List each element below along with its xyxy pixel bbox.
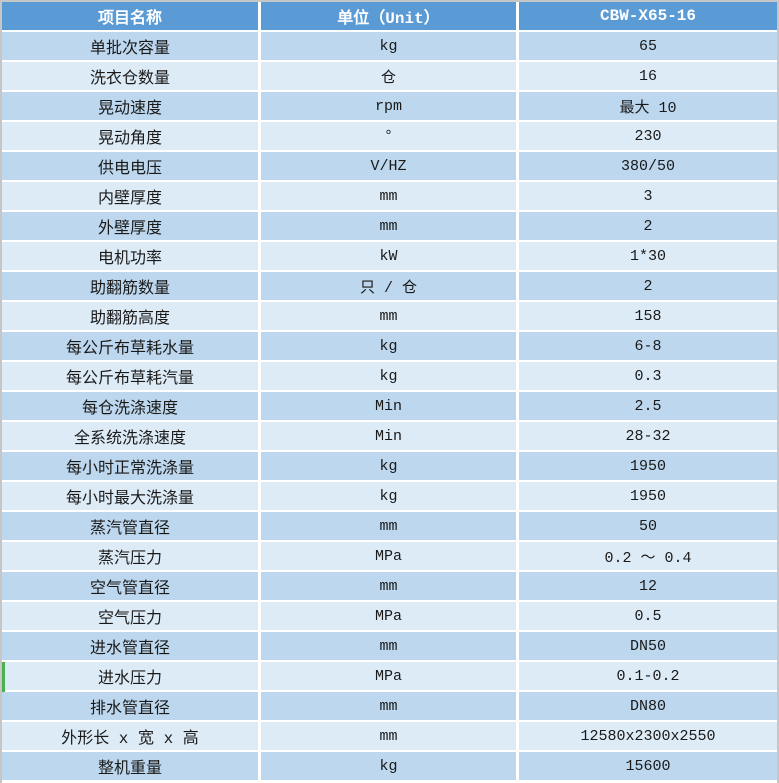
value-cell: 16 xyxy=(519,62,777,92)
value-cell: 380/50 xyxy=(519,152,777,182)
item-name-cell: 供电电压 xyxy=(2,152,261,182)
value-cell: 1*30 xyxy=(519,242,777,272)
value-cell: 0.3 xyxy=(519,362,777,392)
value-cell: 0.2 ～ 0.4 xyxy=(519,542,777,572)
item-name-cell: 单批次容量 xyxy=(2,32,261,62)
item-name-cell: 电机功率 xyxy=(2,242,261,272)
header-cell-unit: 单位（Unit） xyxy=(261,2,519,32)
value-cell: 50 xyxy=(519,512,777,542)
header-cell-model: CBW-X65-16 xyxy=(519,2,777,32)
value-cell: 12 xyxy=(519,572,777,602)
value-cell: 3 xyxy=(519,182,777,212)
item-name-cell: 每小时正常洗涤量 xyxy=(2,452,261,482)
unit-cell: kW xyxy=(261,242,519,272)
item-name-cell: 蒸汽管直径 xyxy=(2,512,261,542)
value-cell: 0.1-0.2 xyxy=(519,662,777,692)
unit-cell: mm xyxy=(261,692,519,722)
item-name-cell: 空气压力 xyxy=(2,602,261,632)
sheet-green-marker xyxy=(2,662,5,692)
unit-cell: kg xyxy=(261,452,519,482)
item-name-cell: 空气管直径 xyxy=(2,572,261,602)
value-cell: DN50 xyxy=(519,632,777,662)
value-cell: 1950 xyxy=(519,452,777,482)
unit-cell: V/HZ xyxy=(261,152,519,182)
item-name-cell: 全系统洗涤速度 xyxy=(2,422,261,452)
value-cell: 2 xyxy=(519,272,777,302)
unit-cell: ° xyxy=(261,122,519,152)
unit-cell: Min xyxy=(261,392,519,422)
unit-cell: Min xyxy=(261,422,519,452)
unit-cell: mm xyxy=(261,212,519,242)
value-cell: 2.5 xyxy=(519,392,777,422)
unit-cell: kg xyxy=(261,32,519,62)
value-cell: 230 xyxy=(519,122,777,152)
unit-cell: mm xyxy=(261,632,519,662)
unit-cell: mm xyxy=(261,722,519,752)
value-cell: 158 xyxy=(519,302,777,332)
unit-cell: rpm xyxy=(261,92,519,122)
value-cell: 最大 10 xyxy=(519,92,777,122)
unit-cell: 只 / 仓 xyxy=(261,272,519,302)
item-name-cell: 进水管直径 xyxy=(2,632,261,662)
item-name-cell: 助翻筋高度 xyxy=(2,302,261,332)
value-cell: DN80 xyxy=(519,692,777,722)
item-name-cell: 内壁厚度 xyxy=(2,182,261,212)
unit-cell: mm xyxy=(261,182,519,212)
item-name-cell: 外形长 x 宽 x 高 xyxy=(2,722,261,752)
value-cell: 1950 xyxy=(519,482,777,512)
value-cell: 0.5 xyxy=(519,602,777,632)
item-name-cell: 进水压力 xyxy=(2,662,261,692)
item-name-cell: 每仓洗涤速度 xyxy=(2,392,261,422)
item-name-cell: 整机重量 xyxy=(2,752,261,782)
item-name-cell: 晃动速度 xyxy=(2,92,261,122)
item-name-cell: 每公斤布草耗水量 xyxy=(2,332,261,362)
header-cell-item-name: 项目名称 xyxy=(2,2,261,32)
value-cell: 12580x2300x2550 xyxy=(519,722,777,752)
item-name-cell: 每小时最大洗涤量 xyxy=(2,482,261,512)
value-cell: 2 xyxy=(519,212,777,242)
unit-cell: mm xyxy=(261,302,519,332)
value-cell: 28-32 xyxy=(519,422,777,452)
item-name-cell: 排水管直径 xyxy=(2,692,261,722)
unit-cell: MPa xyxy=(261,542,519,572)
item-name-cell: 外壁厚度 xyxy=(2,212,261,242)
unit-cell: MPa xyxy=(261,602,519,632)
value-cell: 65 xyxy=(519,32,777,62)
unit-cell: kg xyxy=(261,752,519,782)
unit-cell: 仓 xyxy=(261,62,519,92)
unit-cell: kg xyxy=(261,362,519,392)
unit-cell: kg xyxy=(261,332,519,362)
unit-cell: kg xyxy=(261,482,519,512)
unit-cell: mm xyxy=(261,512,519,542)
item-name-cell: 每公斤布草耗汽量 xyxy=(2,362,261,392)
value-cell: 6-8 xyxy=(519,332,777,362)
item-name-cell: 晃动角度 xyxy=(2,122,261,152)
item-name-cell: 洗衣仓数量 xyxy=(2,62,261,92)
unit-cell: MPa xyxy=(261,662,519,692)
value-cell: 15600 xyxy=(519,752,777,782)
unit-cell: mm xyxy=(261,572,519,602)
item-name-cell: 助翻筋数量 xyxy=(2,272,261,302)
item-name-cell: 蒸汽压力 xyxy=(2,542,261,572)
